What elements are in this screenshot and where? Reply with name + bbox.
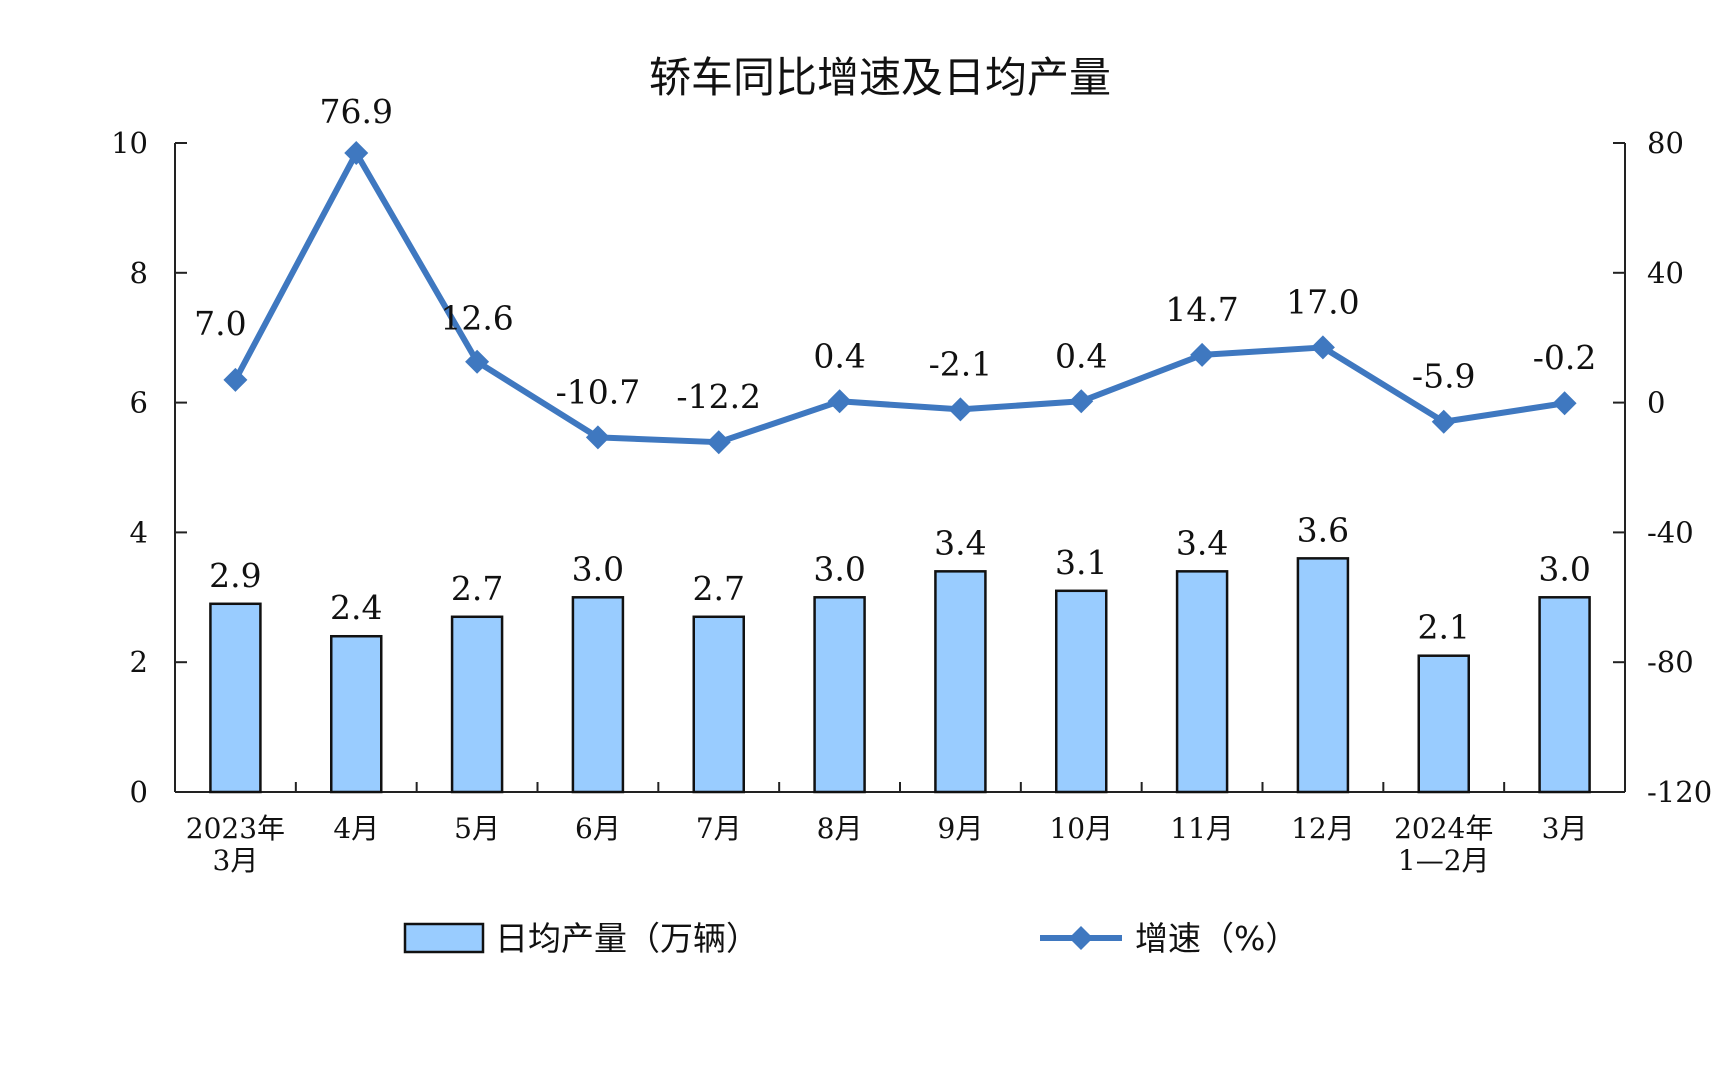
legend-bar-label: 日均产量（万辆） — [495, 919, 759, 958]
line-point — [948, 397, 973, 422]
category-label: 3月 — [1542, 812, 1588, 845]
line-data-label: -12.2 — [676, 377, 761, 416]
y-left-tick-label: 10 — [111, 126, 148, 160]
bar-data-label: 3.0 — [1538, 549, 1590, 588]
bar — [813, 596, 866, 794]
series-line — [232, 150, 1566, 446]
bar-data-label: 3.4 — [934, 523, 986, 562]
category-label: 8月 — [817, 812, 863, 845]
bar — [1175, 570, 1229, 794]
line-point — [1190, 342, 1215, 367]
line-point — [585, 425, 610, 450]
data-labels: 2.9 2.4 2.7 3.0 2.7 3.0 3.4 3.1 3.4 3.6 2.1 3.0 7.0 7… — [194, 92, 1596, 647]
line-series — [223, 141, 1577, 455]
y-left-tick-label: 6 — [130, 386, 148, 420]
category-label: 10月 — [1049, 812, 1113, 845]
legend-bar-swatch — [403, 922, 485, 954]
line-point — [1069, 389, 1094, 414]
category-label: 11月 — [1170, 812, 1234, 845]
y-right-tick-label: 40 — [1647, 256, 1684, 290]
bar-data-label: 2.7 — [451, 569, 503, 608]
bar-data-label: 2.4 — [330, 588, 382, 627]
y-left-tick-label: 2 — [130, 645, 148, 679]
chart-title: 轿车同比增速及日均产量 — [649, 53, 1111, 102]
bar — [934, 570, 987, 794]
y-left-tick-label: 8 — [130, 256, 148, 290]
bar-data-label: 2.7 — [693, 569, 745, 608]
category-label: 4月 — [333, 812, 379, 845]
legend-line-label: 增速（%） — [1135, 919, 1298, 958]
y-right-tick-label: -40 — [1647, 515, 1694, 549]
line-data-label: 14.7 — [1165, 290, 1238, 329]
bar-data-label: 3.0 — [813, 549, 865, 588]
line-point — [1431, 409, 1456, 434]
bar — [1296, 557, 1350, 794]
line-data-label: 7.0 — [194, 304, 246, 343]
bar — [1055, 589, 1108, 794]
line-data-label: -0.2 — [1533, 338, 1597, 377]
bar — [1538, 596, 1591, 794]
line-point — [223, 367, 248, 392]
line-data-label: 17.0 — [1286, 282, 1359, 321]
line-data-label: -5.9 — [1412, 357, 1476, 396]
bar-data-label: 3.4 — [1176, 523, 1228, 562]
bar — [692, 615, 745, 794]
bar-data-label: 3.6 — [1297, 510, 1349, 549]
y-left-tick-label: 4 — [130, 515, 148, 549]
bar-data-label: 2.9 — [209, 556, 261, 595]
bar-data-label: 3.0 — [572, 549, 624, 588]
category-label: 5月 — [454, 812, 500, 845]
y-right-tick-label: -120 — [1647, 775, 1712, 809]
category-label: 2023年 — [186, 812, 285, 845]
category-label: 1—2月 — [1398, 844, 1490, 877]
bar-data-label: 2.1 — [1418, 608, 1470, 647]
line-point — [1552, 391, 1577, 416]
line-data-label: 76.9 — [320, 92, 393, 131]
category-label: 7月 — [696, 812, 742, 845]
line-data-label: -10.7 — [556, 372, 641, 411]
line-data-label: 12.6 — [440, 299, 513, 338]
category-label: 3月 — [213, 844, 259, 877]
bar — [450, 615, 504, 794]
category-label: 6月 — [575, 812, 621, 845]
category-label: 2024年 — [1394, 812, 1493, 845]
line-point — [344, 141, 369, 166]
line-point — [706, 430, 731, 455]
line-point — [827, 389, 852, 414]
bar — [571, 596, 625, 794]
bar — [330, 634, 383, 794]
y-right-tick-label: -80 — [1647, 645, 1694, 679]
bar — [1417, 654, 1470, 794]
category-label: 9月 — [938, 812, 984, 845]
legend-line-marker — [1069, 926, 1093, 950]
line-data-label: 0.4 — [813, 336, 865, 375]
legend: 日均产量（万辆） 增速（%） — [403, 919, 1298, 958]
line-point — [1310, 335, 1335, 360]
y-right-tick-label: 80 — [1647, 126, 1684, 160]
line-data-label: 0.4 — [1055, 336, 1107, 375]
line-data-label: -2.1 — [929, 344, 993, 383]
bar-series — [209, 557, 1591, 794]
y-left-tick-label: 0 — [130, 775, 148, 809]
category-label: 12月 — [1291, 812, 1355, 845]
y-right-tick-label: 0 — [1647, 386, 1665, 420]
bar-data-label: 3.1 — [1055, 543, 1107, 582]
axes: 0 2 4 6 8 10 -120 -80 -40 0 40 80 — [111, 126, 1712, 809]
bar — [209, 602, 262, 794]
line-point — [465, 349, 490, 374]
